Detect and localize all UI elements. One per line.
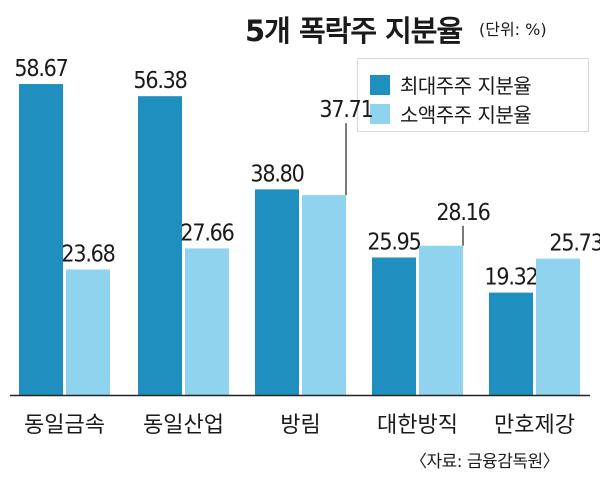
x-tick-label-2: 동일산업	[143, 413, 224, 438]
legend-label-major: 최대주주 지분율	[400, 74, 532, 98]
source-note: 〈자료: 금융감독원〉	[410, 452, 560, 472]
bar-minor-5	[536, 258, 580, 395]
value-label-major-3: 38.80	[250, 161, 303, 187]
value-label-minor-3: 37.71	[319, 97, 372, 123]
x-tick-label-1: 동일금속	[24, 413, 105, 438]
unit-label: (단위: %)	[479, 20, 547, 39]
x-tick-label-3: 방림	[280, 413, 320, 438]
value-label-minor-4: 28.16	[436, 200, 489, 226]
value-label-major-2: 56.38	[133, 68, 186, 94]
value-label-minor-5: 25.73	[549, 231, 600, 257]
bar-major-1	[19, 84, 63, 395]
value-label-minor-1: 23.68	[61, 241, 114, 267]
bar-minor-3	[302, 195, 346, 395]
bar-major-4	[372, 257, 416, 395]
value-label-major-1: 58.67	[14, 56, 67, 82]
legend-label-minor: 소액주주 지분율	[400, 103, 532, 127]
value-label-minor-2: 27.66	[180, 220, 233, 246]
bar-minor-1	[66, 269, 110, 395]
legend-item-minor: 소액주주 지분율	[370, 99, 532, 128]
legend: 최대주주 지분율 소액주주 지분율	[357, 58, 589, 132]
bar-major-2	[138, 96, 182, 395]
x-tick-label-5: 만호제강	[494, 413, 575, 438]
x-tick-label-4: 대한방직	[377, 413, 458, 438]
chart-title: 5개 폭락주 지분율	[245, 14, 463, 48]
legend-swatch-major	[370, 74, 390, 95]
value-label-major-4: 25.95	[367, 229, 420, 255]
bar-minor-2	[185, 248, 229, 395]
bar-major-3	[255, 189, 299, 395]
legend-swatch-minor	[370, 103, 390, 124]
bar-minor-4	[419, 245, 463, 395]
legend-item-major: 최대주주 지분율	[370, 70, 532, 99]
value-label-major-5: 19.32	[484, 265, 537, 291]
bar-major-5	[489, 292, 533, 395]
